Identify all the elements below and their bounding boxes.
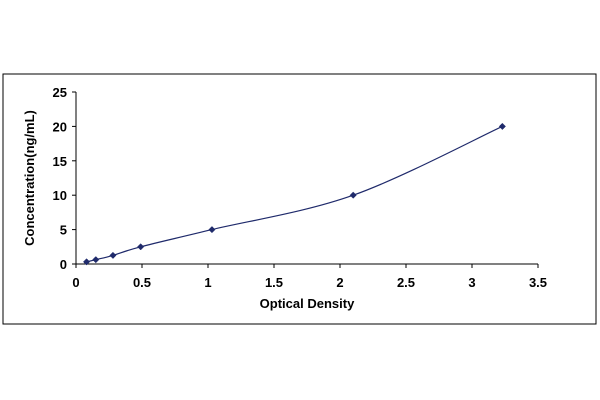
y-tick-label: 15	[53, 154, 67, 169]
x-tick-label: 1	[204, 275, 211, 290]
y-axis	[72, 91, 77, 265]
data-point	[92, 256, 100, 264]
x-tick-label: 0.5	[133, 275, 151, 290]
x-tick-label: 0	[72, 275, 79, 290]
y-tick-label: 25	[53, 85, 67, 100]
x-tick-label: 2	[336, 275, 343, 290]
data-points	[83, 122, 506, 266]
data-point	[208, 226, 216, 234]
y-axis-title: Concentration(ng/mL)	[22, 110, 37, 246]
data-point	[109, 251, 117, 259]
y-tick-label: 5	[60, 223, 67, 238]
x-tick-labels: 0 0.5 1 1.5 2 2.5 3 3.5	[72, 275, 547, 290]
x-axis-title: Optical Density	[260, 296, 355, 311]
y-tick-label: 20	[53, 119, 67, 134]
x-tick-label: 3.5	[529, 275, 547, 290]
data-point	[349, 191, 357, 199]
x-axis	[75, 263, 539, 268]
data-point	[137, 243, 145, 251]
x-tick-label: 2.5	[397, 275, 415, 290]
x-ticks	[75, 264, 539, 268]
y-tick-label: 0	[60, 257, 67, 272]
data-point	[498, 122, 506, 130]
y-ticks	[72, 91, 76, 265]
chart-border	[2, 73, 597, 325]
data-point	[83, 258, 91, 266]
x-tick-label: 3	[468, 275, 475, 290]
x-tick-label: 1.5	[265, 275, 283, 290]
y-tick-labels: 0 5 10 15 20 25	[53, 85, 67, 272]
y-tick-label: 10	[53, 188, 67, 203]
